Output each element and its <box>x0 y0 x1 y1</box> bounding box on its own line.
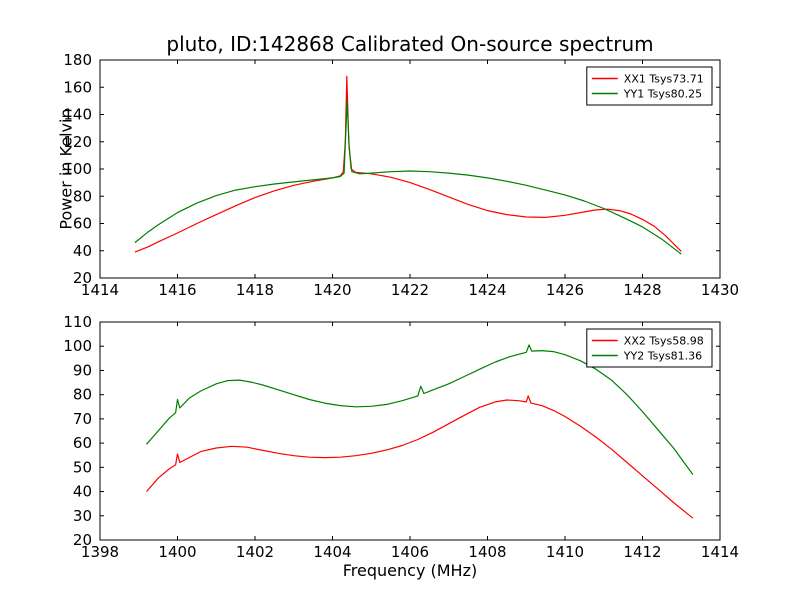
x-tick-label: 1402 <box>236 543 274 561</box>
legend-label: XX1 Tsys73.71 <box>624 73 704 86</box>
axes-0: 1414 1416 1418 1420 1422 1424 1426 1428 1430 20 40… <box>63 51 739 299</box>
x-tick-label: 1426 <box>546 281 584 299</box>
plot-title: pluto, ID:142868 Calibrated On-source sp… <box>166 32 654 56</box>
y-tick-label: 110 <box>63 313 92 331</box>
y-tick-label: 50 <box>73 458 92 476</box>
y-tick-label: 100 <box>63 160 92 178</box>
y-tick-label: 100 <box>63 337 92 355</box>
y-tick-label: 60 <box>73 215 92 233</box>
x-tick-label: 1430 <box>701 281 739 299</box>
x-tick-label: 1428 <box>623 281 661 299</box>
legend-label: YY1 Tsys80.25 <box>623 88 702 101</box>
x-axis-label: Frequency (MHz) <box>342 561 478 580</box>
legend: XX1 Tsys73.71 YY1 Tsys80.25 <box>586 66 713 106</box>
x-tick-label: 1420 <box>313 281 351 299</box>
y-tick-label: 80 <box>73 187 92 205</box>
legend-box <box>586 328 713 368</box>
x-tick-label: 1424 <box>468 281 506 299</box>
y-tick-label: 30 <box>73 507 92 525</box>
x-tick-label: 1400 <box>158 543 196 561</box>
series-line-XX2 <box>146 395 694 519</box>
x-tick-label: 1410 <box>546 543 584 561</box>
x-tick-label: 1398 <box>81 543 119 561</box>
x-tick-label: 1406 <box>391 543 429 561</box>
y-tick-label: 180 <box>63 51 92 69</box>
y-tick-label: 20 <box>73 531 92 549</box>
x-tick-label: 1414 <box>81 281 119 299</box>
y-tick-label: 120 <box>63 133 92 151</box>
y-tick-label: 40 <box>73 242 92 260</box>
y-tick-label: 140 <box>63 106 92 124</box>
axes-1: 1398 1400 1402 1404 1406 1408 1410 1412 1414 20 30… <box>63 313 739 561</box>
legend-box <box>586 66 713 106</box>
x-tick-label: 1418 <box>236 281 274 299</box>
x-tick-label: 1416 <box>158 281 196 299</box>
series-line-YY1 <box>134 100 682 255</box>
y-tick-label: 80 <box>73 386 92 404</box>
x-tick-label: 1412 <box>623 543 661 561</box>
y-tick-label: 60 <box>73 434 92 452</box>
y-tick-label: 40 <box>73 483 92 501</box>
y-tick-label: 70 <box>73 410 92 428</box>
legend-label: XX2 Tsys58.98 <box>624 335 704 348</box>
x-tick-label: 1422 <box>391 281 429 299</box>
y-tick-label: 90 <box>73 361 92 379</box>
legend-label: YY2 Tsys81.36 <box>623 350 702 363</box>
y-tick-label: 160 <box>63 78 92 96</box>
series-line-XX1 <box>134 75 682 253</box>
series-line-YY2 <box>146 344 694 475</box>
y-tick-label: 20 <box>73 269 92 287</box>
legend: XX2 Tsys58.98 YY2 Tsys81.36 <box>586 328 713 368</box>
x-tick-label: 1408 <box>468 543 506 561</box>
x-tick-label: 1414 <box>701 543 739 561</box>
x-tick-label: 1404 <box>313 543 351 561</box>
